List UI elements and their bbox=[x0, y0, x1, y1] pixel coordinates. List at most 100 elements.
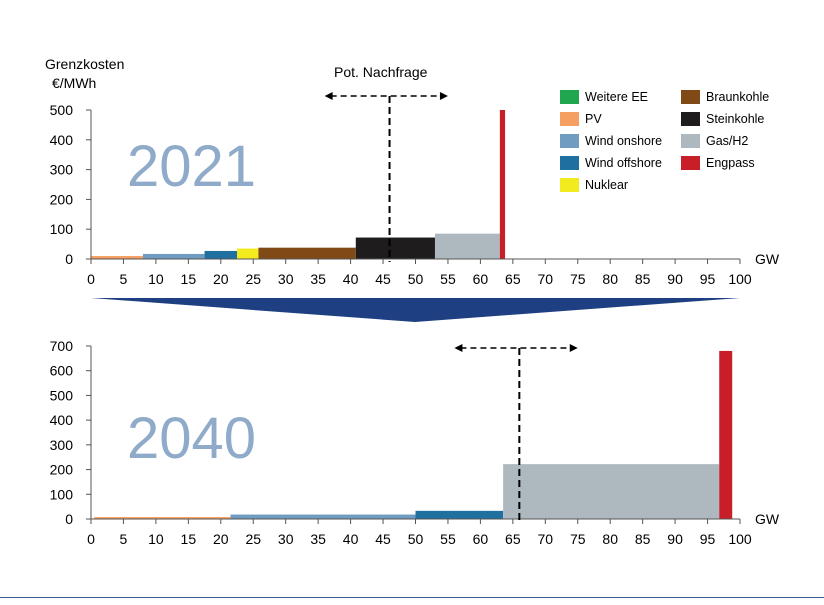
x-tick-label: 65 bbox=[505, 271, 521, 287]
x-tick-label: 15 bbox=[181, 271, 197, 287]
x-tick-label: 100 bbox=[728, 531, 752, 547]
x-tick-label: 10 bbox=[148, 531, 164, 547]
x-tick-label: 25 bbox=[245, 531, 261, 547]
y-tick-label: 200 bbox=[50, 191, 74, 207]
legend-label-pv: PV bbox=[585, 112, 602, 126]
x-tick-label: 95 bbox=[700, 271, 716, 287]
y-tick-label: 300 bbox=[50, 162, 74, 178]
x-tick-label: 5 bbox=[120, 271, 128, 287]
legend-swatch-steinkohle bbox=[681, 112, 700, 126]
transition-chevron bbox=[91, 298, 740, 322]
y-tick-label: 100 bbox=[50, 221, 74, 237]
year-label-2021: 2021 bbox=[127, 134, 257, 199]
x-tick-label: 40 bbox=[343, 531, 359, 547]
legend-label-nuklear: Nuklear bbox=[585, 178, 629, 192]
x-tick-label: 0 bbox=[87, 271, 95, 287]
x-tick-label: 60 bbox=[473, 531, 489, 547]
panel-2021: 0 100 200 300 400 500 0 5 10 15 20 25 30 35 40 45 50 55 60… bbox=[50, 92, 752, 287]
x-tick-label: 35 bbox=[310, 271, 326, 287]
bar-gas-h2 bbox=[503, 464, 720, 519]
y-tick-label: 400 bbox=[50, 132, 74, 148]
x-tick-label: 50 bbox=[408, 271, 424, 287]
x-tick-label: 15 bbox=[181, 531, 197, 547]
bar-pv bbox=[94, 517, 231, 519]
legend-swatch-wind-onshore bbox=[560, 134, 579, 148]
x-tick-label: 35 bbox=[310, 531, 326, 547]
x-tick-label: 90 bbox=[667, 271, 683, 287]
y-tick-label: 300 bbox=[50, 437, 74, 453]
x-tick-label: 30 bbox=[278, 271, 294, 287]
legend-label-weitere-ee: Weitere EE bbox=[585, 90, 648, 104]
x-tick-label: 60 bbox=[473, 271, 489, 287]
legend-label-engpass: Engpass bbox=[706, 156, 755, 170]
x-tick-label: 45 bbox=[375, 531, 391, 547]
demand-label: Pot. Nachfrage bbox=[334, 64, 428, 80]
x-tick-label: 85 bbox=[635, 271, 651, 287]
bar-pv bbox=[91, 256, 143, 259]
x-tick-label: 50 bbox=[408, 531, 424, 547]
legend-swatch-pv bbox=[560, 112, 579, 126]
y-tick-label: 700 bbox=[50, 338, 74, 354]
x-axis-unit-bottom: GW bbox=[755, 511, 780, 527]
arrow-head-right bbox=[569, 344, 578, 352]
x-tick-label: 80 bbox=[602, 271, 618, 287]
x-tick-label: 70 bbox=[538, 531, 554, 547]
bar-gas-h2 bbox=[434, 233, 500, 259]
x-tick-label: 0 bbox=[87, 531, 95, 547]
bar-engpass bbox=[499, 110, 506, 259]
legend-swatch-wind-offshore bbox=[560, 156, 579, 170]
x-tick-label: 40 bbox=[343, 271, 359, 287]
y-tick-label: 500 bbox=[50, 102, 74, 118]
bar-wind-onshore bbox=[230, 514, 416, 519]
x-tick-label: 75 bbox=[570, 271, 586, 287]
arrow-head-left bbox=[324, 92, 333, 100]
x-tick-label: 85 bbox=[635, 531, 651, 547]
bar-braunkohle bbox=[258, 247, 356, 259]
arrow-head-left bbox=[454, 344, 463, 352]
x-tick-label: 55 bbox=[440, 531, 456, 547]
legend-label-wind-offshore: Wind offshore bbox=[585, 156, 662, 170]
bar-steinkohle bbox=[355, 237, 435, 259]
legend-label-wind-onshore: Wind onshore bbox=[585, 134, 663, 148]
y-tick-label: 600 bbox=[50, 363, 74, 379]
legend-swatch-weitere-ee bbox=[560, 90, 579, 104]
x-tick-label: 90 bbox=[667, 531, 683, 547]
x-tick-label: 20 bbox=[213, 271, 229, 287]
bar-engpass bbox=[719, 350, 733, 519]
x-tick-label: 65 bbox=[505, 531, 521, 547]
bar-wind-offshore bbox=[415, 510, 504, 519]
x-tick-label: 30 bbox=[278, 531, 294, 547]
legend-swatch-braunkohle bbox=[681, 90, 700, 104]
x-tick-label: 100 bbox=[728, 271, 752, 287]
y-axis-title-line2: €/MWh bbox=[52, 75, 97, 91]
legend-swatch-gas-h2 bbox=[681, 134, 700, 148]
y-tick-label: 200 bbox=[50, 462, 74, 478]
x-tick-label: 55 bbox=[440, 271, 456, 287]
x-tick-label: 25 bbox=[245, 271, 261, 287]
legend-swatch-nuklear bbox=[560, 178, 579, 192]
y-tick-label: 0 bbox=[65, 511, 73, 527]
x-tick-label: 70 bbox=[538, 271, 554, 287]
x-axis-unit-top: GW bbox=[755, 251, 780, 267]
legend-swatch-engpass bbox=[681, 156, 700, 170]
y-tick-label: 100 bbox=[50, 486, 74, 502]
legend-label-steinkohle: Steinkohle bbox=[706, 112, 765, 126]
y-axis-title-line1: Grenzkosten bbox=[45, 56, 125, 72]
x-tick-label: 10 bbox=[148, 271, 164, 287]
x-tick-label: 75 bbox=[570, 531, 586, 547]
x-tick-label: 95 bbox=[700, 531, 716, 547]
legend-label-gas-h2: Gas/H2 bbox=[706, 134, 749, 148]
bottom-rule bbox=[0, 597, 824, 598]
y-tick-label: 400 bbox=[50, 412, 74, 428]
bar-wind-onshore bbox=[142, 253, 205, 259]
x-tick-label: 45 bbox=[375, 271, 391, 287]
year-label-2040: 2040 bbox=[127, 406, 257, 471]
bar-wind-offshore bbox=[204, 250, 238, 259]
x-tick-label: 5 bbox=[120, 531, 128, 547]
x-tick-label: 20 bbox=[213, 531, 229, 547]
y-tick-label: 500 bbox=[50, 387, 74, 403]
panel-2040: 0 100 200 300 400 500 600 700 0 5 10 15 20 25 30 35 40 45… bbox=[50, 338, 752, 547]
bar-nuklear bbox=[237, 248, 259, 259]
